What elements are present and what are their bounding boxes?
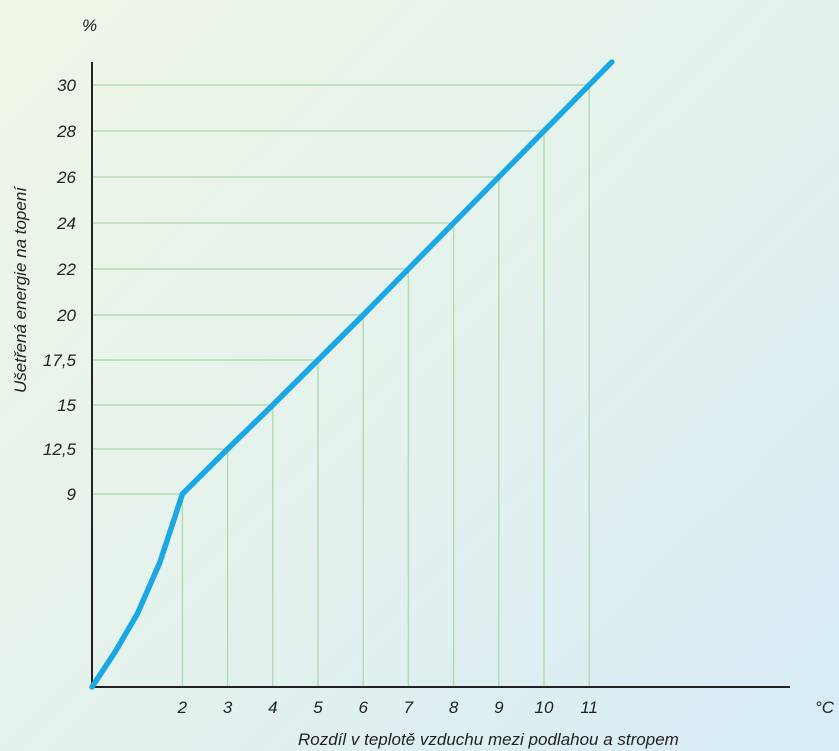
grid-lines — [92, 84, 590, 687]
y-tick-label: 22 — [56, 260, 76, 279]
x-tick-label: 11 — [580, 698, 598, 717]
y-tick-label: 24 — [56, 214, 76, 233]
y-unit-label: % — [82, 16, 97, 35]
x-axis-title: Rozdíl v teplotě vzduchu mezi podlahou a… — [298, 730, 679, 749]
y-tick-label: 20 — [56, 306, 76, 325]
y-tick-label: 12,5 — [43, 440, 77, 459]
x-tick-label: 10 — [535, 698, 554, 717]
x-tick-label: 8 — [449, 698, 459, 717]
x-tick-label: 9 — [494, 698, 504, 717]
y-axis-title: Ušetřená energie na topení — [11, 185, 30, 393]
x-tick-label: 5 — [313, 698, 323, 717]
y-tick-label: 9 — [67, 485, 77, 504]
x-tick-label: 2 — [177, 698, 188, 717]
x-unit-label: °C — [815, 698, 835, 717]
y-tick-label: 17,5 — [43, 351, 77, 370]
x-tick-label: 7 — [404, 698, 414, 717]
tick-labels: 9 12,5 15 17,5 20 22 24 26 28 30 2 3 4 5 6 7 8 9 10 11 — [43, 76, 598, 717]
x-tick-label: 3 — [223, 698, 233, 717]
series-line — [89, 59, 615, 690]
x-tick-label: 4 — [268, 698, 277, 717]
y-tick-label: 28 — [56, 122, 76, 141]
series — [89, 59, 615, 690]
axes — [91, 62, 790, 688]
y-tick-label: 26 — [56, 168, 76, 187]
x-tick-label: 6 — [358, 698, 368, 717]
y-tick-label: 15 — [57, 396, 76, 415]
y-tick-label: 30 — [57, 76, 76, 95]
